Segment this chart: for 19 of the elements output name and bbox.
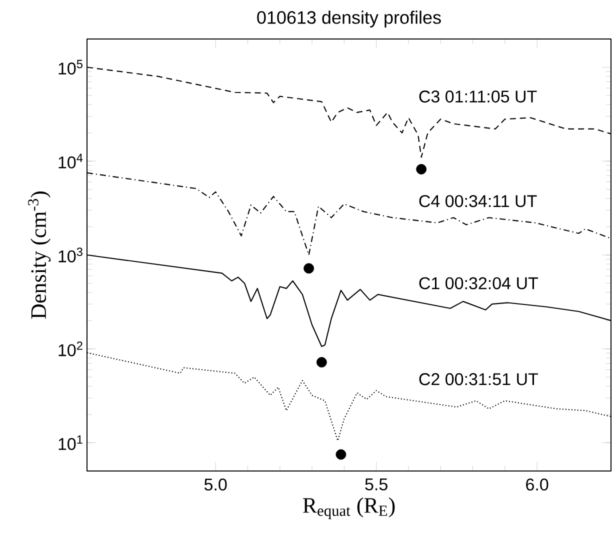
- series-label: C1 00:32:04 UT: [419, 277, 538, 290]
- y-tick-label: 10$^{1}$: [58, 435, 82, 450]
- point: [304, 263, 314, 274]
- x-tick-label: 5.0: [204, 478, 227, 491]
- chart-title: 010613 density profiles: [257, 10, 441, 28]
- series-label: C2 00:31:51 UT: [419, 373, 538, 386]
- y-tick-label: 10$^{3}$: [58, 248, 82, 262]
- y-tick-label: 10$^{2}$: [58, 341, 82, 356]
- x-axis-title: R$_{equat}$ (R$_{E}$): [303, 497, 395, 520]
- point: [336, 449, 346, 460]
- y-tick-label: 10$^{5}$: [58, 60, 82, 75]
- y-tick-label: 10$^{4}$: [58, 154, 83, 168]
- point: [416, 164, 427, 174]
- x-tick-label: 5.5: [365, 478, 388, 490]
- y-axis-title: Density (cm$^{-3}$): [28, 192, 51, 319]
- point: [316, 357, 327, 368]
- series-label: C3 01:11:05 UT: [419, 90, 537, 103]
- x-tick-label: 6.0: [526, 478, 548, 491]
- series-label: C4 00:34:11 UT: [419, 195, 537, 208]
